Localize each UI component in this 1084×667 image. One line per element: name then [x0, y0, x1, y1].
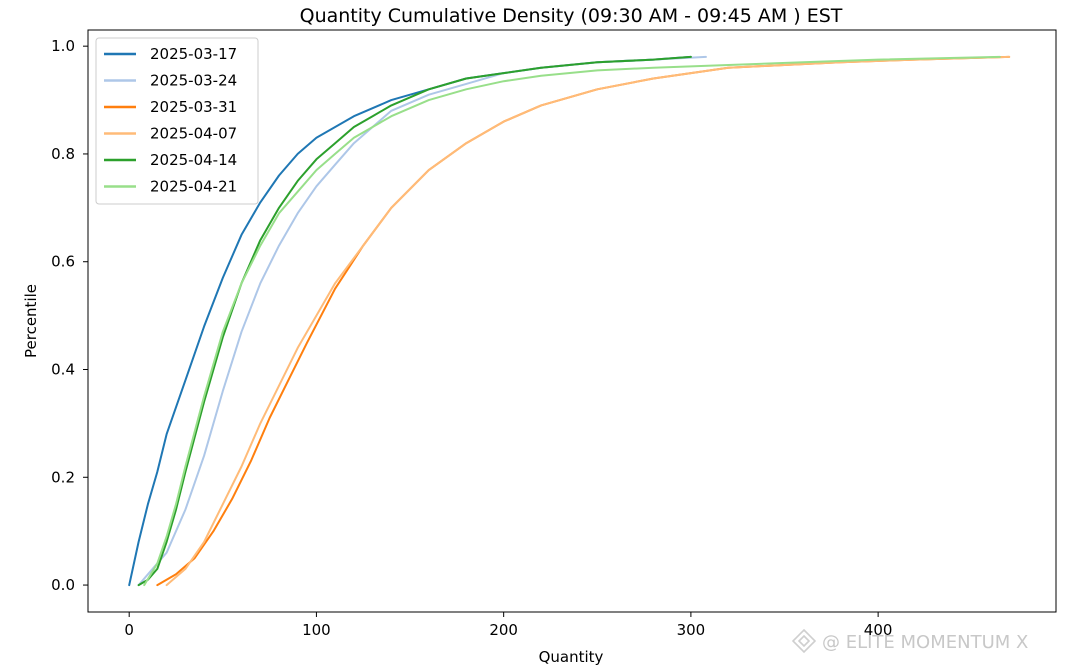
- legend-label-2025-03-24: 2025-03-24: [150, 72, 237, 90]
- series-layer: [128, 55, 1011, 587]
- plot-frame: [87, 29, 1057, 613]
- x-tick-label: 200: [489, 621, 518, 639]
- y-tick-label: 1.0: [51, 37, 75, 55]
- watermark: @ ELITE MOMENTUM X: [791, 628, 1028, 654]
- x-axis-ticks: 0 100 200 300 400: [124, 612, 892, 639]
- legend-box: [95, 37, 259, 205]
- watermark-text: @ ELITE MOMENTUM X: [822, 632, 1028, 653]
- series-line-2025-03-31: [156, 55, 1011, 587]
- y-tick-label: 0.2: [51, 468, 75, 486]
- x-tick-label: 0: [124, 621, 134, 639]
- legend-label-2025-04-21: 2025-04-21: [150, 178, 237, 196]
- series-line-2025-04-07: [165, 55, 1011, 587]
- watermark-logo: [791, 628, 817, 654]
- y-tick-label: 0.6: [51, 253, 75, 271]
- legend-label-2025-03-31: 2025-03-31: [150, 98, 237, 116]
- y-axis-ticks: 0.0 0.2 0.4 0.6 0.8 1.0: [51, 37, 88, 594]
- y-tick-label: 0.4: [51, 361, 75, 379]
- y-tick-label: 0.0: [51, 576, 75, 594]
- x-tick-label: 300: [677, 621, 706, 639]
- chart-title: Quantity Cumulative Density (09:30 AM - …: [300, 5, 843, 27]
- series-line-2025-04-21: [143, 55, 1001, 587]
- y-axis-label: Percentile: [22, 284, 40, 358]
- legend-label-2025-03-17: 2025-03-17: [150, 45, 237, 63]
- legend-label-2025-04-14: 2025-04-14: [150, 151, 237, 169]
- x-tick-label: 400: [864, 621, 893, 639]
- legend: 2025-03-17 2025-03-24 2025-03-31 2025-04-07…: [95, 37, 259, 205]
- y-tick-label: 0.8: [51, 145, 75, 163]
- legend-label-2025-04-07: 2025-04-07: [150, 125, 237, 143]
- series-line-2025-04-14: [137, 55, 692, 587]
- x-axis-label: Quantity: [539, 648, 604, 666]
- x-tick-label: 100: [302, 621, 331, 639]
